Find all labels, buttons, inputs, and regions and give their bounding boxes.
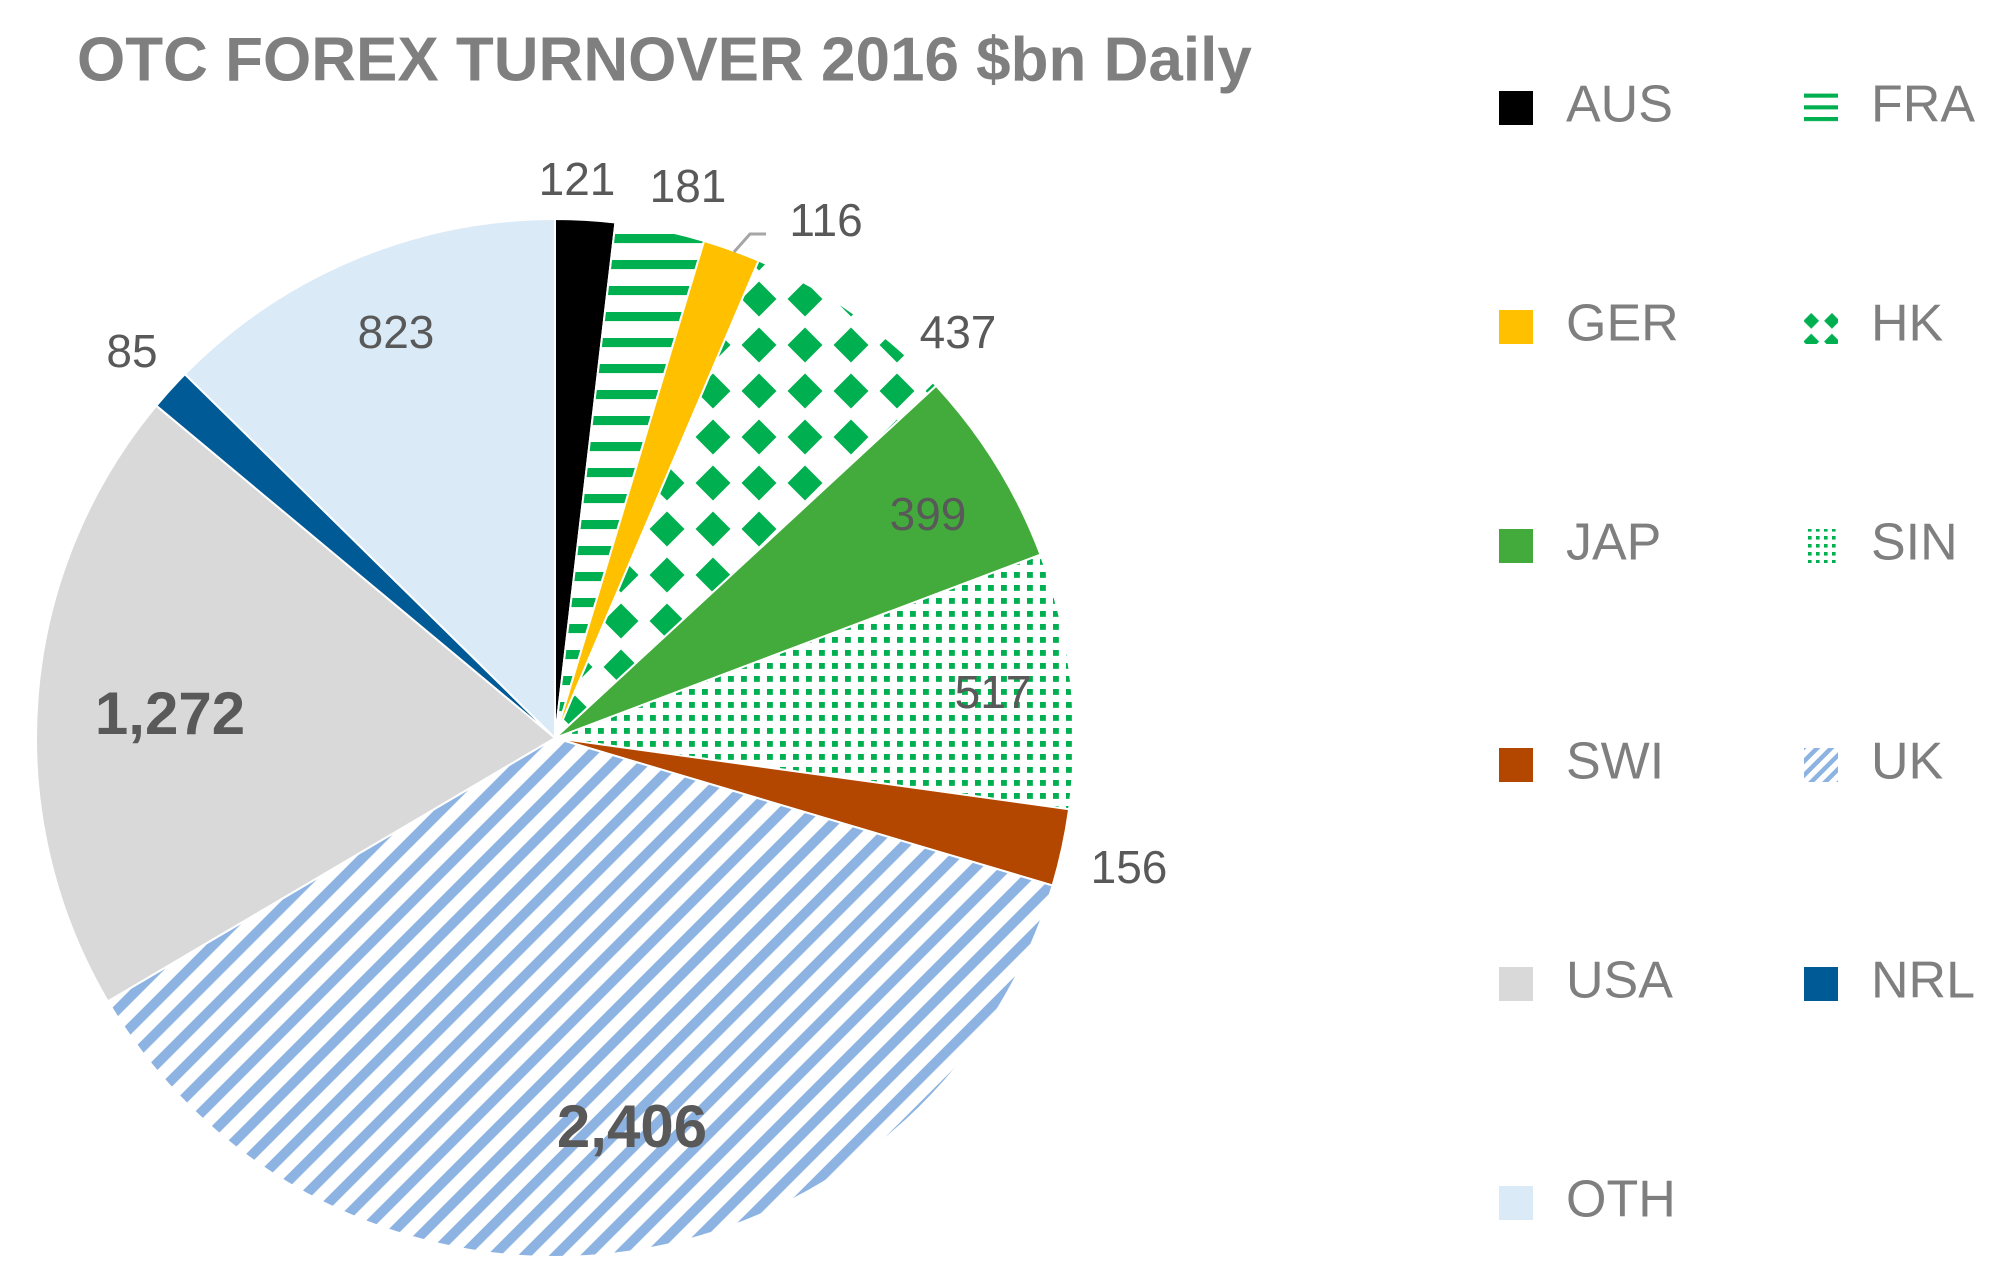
data-label: 1,272 <box>95 680 245 747</box>
data-label: 156 <box>1091 841 1168 893</box>
legend-swatch <box>1804 91 1838 125</box>
data-label: 517 <box>955 666 1032 718</box>
legend-label: SWI <box>1566 733 1664 791</box>
legend-label: UK <box>1871 733 1944 791</box>
pie-slice <box>183 217 556 741</box>
pie-slice <box>554 553 1075 811</box>
legend-label: SIN <box>1871 514 1958 572</box>
legend-swatch <box>1499 529 1533 563</box>
legend-swatch <box>1499 91 1533 125</box>
legend-label: GER <box>1566 295 1679 353</box>
legend-label: USA <box>1566 952 1673 1010</box>
pie-slice <box>554 259 938 739</box>
legend-label: HK <box>1871 295 1944 353</box>
legend-swatch <box>1804 310 1838 344</box>
legend-swatch <box>1804 967 1838 1001</box>
data-label: 399 <box>890 488 967 540</box>
data-label: 85 <box>106 325 157 377</box>
legend-swatch <box>1804 748 1838 782</box>
legend-label: JAP <box>1566 514 1661 572</box>
pie-slice <box>35 404 557 1003</box>
data-label: 116 <box>789 194 862 246</box>
legend-swatch <box>1499 310 1533 344</box>
legend-swatch <box>1499 748 1533 782</box>
data-label: 121 <box>539 153 616 205</box>
data-label: 2,406 <box>557 1093 707 1160</box>
legend-swatch <box>1804 529 1838 563</box>
leader-line <box>732 232 766 253</box>
legend-label: OTH <box>1566 1171 1676 1229</box>
legend-swatch <box>1499 967 1533 1001</box>
data-label: 823 <box>358 306 435 358</box>
chart-title: OTC FOREX TURNOVER 2016 $bn Daily <box>77 25 1252 94</box>
pie-slice <box>106 736 1054 1258</box>
legend-label: FRA <box>1871 76 1975 134</box>
legend-label: NRL <box>1871 952 1975 1010</box>
legend-label: AUS <box>1566 76 1673 134</box>
data-label: 181 <box>650 160 727 212</box>
data-label: 437 <box>920 306 997 358</box>
legend-swatch <box>1499 1186 1533 1220</box>
pie-slice <box>554 384 1042 739</box>
